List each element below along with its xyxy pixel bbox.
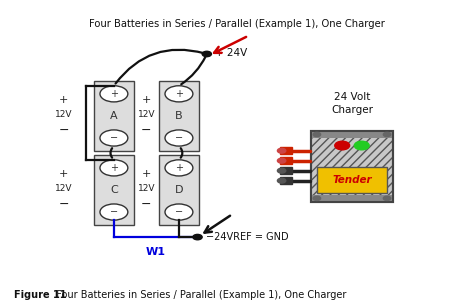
Text: −: − bbox=[141, 198, 152, 211]
Text: +: + bbox=[110, 89, 118, 99]
Text: −: − bbox=[141, 124, 152, 137]
Circle shape bbox=[100, 130, 128, 146]
Circle shape bbox=[202, 51, 211, 57]
Circle shape bbox=[313, 132, 320, 137]
Text: −: − bbox=[175, 207, 183, 217]
Text: +: + bbox=[59, 95, 69, 105]
Bar bbox=[311, 195, 392, 202]
Bar bbox=[311, 131, 392, 202]
Text: A: A bbox=[110, 111, 118, 121]
Text: −: − bbox=[175, 133, 183, 143]
Circle shape bbox=[277, 168, 286, 173]
Text: 24 Volt
Charger: 24 Volt Charger bbox=[331, 92, 373, 114]
Circle shape bbox=[100, 204, 128, 220]
Bar bbox=[317, 167, 387, 193]
Circle shape bbox=[313, 196, 320, 200]
Text: +: + bbox=[142, 169, 151, 179]
Bar bbox=[280, 177, 292, 185]
Text: + 24V: + 24V bbox=[215, 48, 247, 58]
Text: −: − bbox=[59, 124, 69, 137]
Circle shape bbox=[277, 178, 286, 183]
Text: +: + bbox=[110, 163, 118, 173]
Circle shape bbox=[165, 86, 193, 102]
Circle shape bbox=[100, 86, 128, 102]
Text: D: D bbox=[175, 185, 183, 195]
Text: 12V: 12V bbox=[55, 184, 73, 193]
Text: −: − bbox=[110, 133, 118, 143]
Text: 12V: 12V bbox=[137, 110, 155, 119]
Circle shape bbox=[165, 130, 193, 146]
Bar bbox=[280, 157, 292, 164]
Text: +: + bbox=[142, 95, 151, 105]
Text: Four Batteries in Series / Parallel (Example 1), One Charger: Four Batteries in Series / Parallel (Exa… bbox=[50, 290, 346, 300]
Text: 12V: 12V bbox=[137, 184, 155, 193]
Circle shape bbox=[193, 234, 202, 240]
Bar bbox=[280, 147, 292, 155]
Bar bbox=[311, 131, 392, 202]
Text: +: + bbox=[59, 169, 69, 179]
Text: +: + bbox=[175, 163, 183, 173]
Circle shape bbox=[383, 196, 391, 200]
Text: −: − bbox=[59, 198, 69, 211]
Text: Four Batteries in Series / Parallel (Example 1), One Charger: Four Batteries in Series / Parallel (Exa… bbox=[89, 19, 385, 29]
Text: Figure 11: Figure 11 bbox=[14, 290, 67, 300]
Text: B: B bbox=[175, 111, 183, 121]
Circle shape bbox=[354, 141, 369, 150]
Circle shape bbox=[277, 158, 286, 163]
Text: +: + bbox=[175, 89, 183, 99]
Circle shape bbox=[335, 141, 350, 150]
Text: W1: W1 bbox=[146, 247, 166, 257]
Text: −24VREF = GND: −24VREF = GND bbox=[206, 232, 289, 242]
Circle shape bbox=[277, 148, 286, 153]
Circle shape bbox=[165, 160, 193, 176]
Bar bbox=[94, 81, 134, 151]
Circle shape bbox=[383, 132, 391, 137]
Bar bbox=[280, 167, 292, 174]
Bar bbox=[311, 131, 392, 138]
Text: Tender: Tender bbox=[332, 175, 372, 185]
Text: C: C bbox=[110, 185, 118, 195]
Bar bbox=[159, 81, 199, 151]
Circle shape bbox=[165, 204, 193, 220]
Bar bbox=[94, 155, 134, 225]
Circle shape bbox=[100, 160, 128, 176]
Text: −: − bbox=[110, 207, 118, 217]
Text: 12V: 12V bbox=[55, 110, 73, 119]
Bar bbox=[159, 155, 199, 225]
